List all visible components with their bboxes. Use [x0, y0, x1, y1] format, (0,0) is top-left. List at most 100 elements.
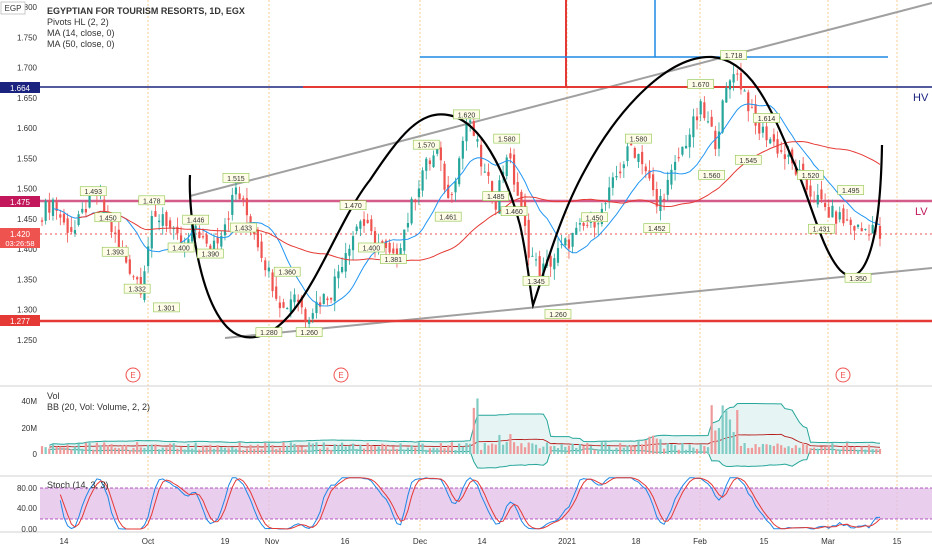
volume-bar: [578, 443, 582, 454]
ma14-line[interactable]: [52, 103, 881, 307]
earnings-marker[interactable]: E: [835, 367, 851, 383]
volume-bar: [619, 443, 622, 454]
volume-bar: [249, 444, 252, 454]
volume-bar: [370, 445, 373, 454]
candle-body: [772, 134, 775, 142]
candle-body: [425, 158, 428, 171]
volume-bar: [212, 448, 216, 454]
volume-bar: [403, 449, 406, 454]
candle-body: [384, 240, 388, 248]
volume-bar: [48, 448, 51, 454]
earnings-marker[interactable]: E: [125, 367, 141, 383]
hv-label: HV: [913, 92, 929, 104]
volume-bar: [505, 441, 508, 454]
candle-body: [509, 153, 512, 159]
volume-bar: [216, 444, 219, 454]
candle-body: [586, 224, 589, 226]
volume-bar: [384, 444, 388, 454]
volume-bar: [234, 448, 238, 454]
candle-body: [842, 208, 845, 224]
price-axis[interactable]: 1.250 1.300 1.350 1.400 1.450 1.500 1.550 1.600…: [17, 3, 38, 345]
volume-tick-label: 0: [33, 450, 38, 459]
candle-body: [538, 256, 541, 280]
volume-bar: [809, 448, 812, 454]
volume-bar: [849, 446, 852, 454]
volume-bar: [523, 447, 527, 454]
lv-price-badge: 1.475: [0, 196, 40, 207]
volume-bar: [717, 428, 721, 454]
candle-body: [59, 214, 62, 218]
candle-body: [728, 80, 732, 90]
volume-bar: [300, 446, 303, 454]
volume-bar: [95, 442, 98, 454]
svg-text:1.450: 1.450: [99, 215, 117, 222]
candle-body: [575, 227, 578, 235]
volume-bar: [641, 444, 644, 454]
time-axis[interactable]: 14 Oct 19 Nov 16 Dec 14 2021 18 Feb 15 Mar 15: [60, 537, 902, 546]
volume-bar: [458, 443, 461, 454]
volume-bar: [736, 409, 739, 454]
candle-body: [747, 92, 750, 112]
svg-text:1.718: 1.718: [725, 53, 743, 60]
volume-bar: [553, 445, 556, 454]
volume-bar: [136, 442, 139, 454]
volume-bar: [461, 446, 464, 454]
candle-body: [209, 245, 212, 249]
candle-body: [483, 171, 486, 173]
price-tick-label: 1.650: [17, 94, 38, 103]
volume-bar: [582, 445, 585, 454]
legend-ma14[interactable]: MA (14, close, 0): [47, 28, 115, 38]
volume-bar: [183, 449, 186, 454]
candle-body: [458, 158, 461, 185]
svg-text:1.277: 1.277: [10, 317, 31, 326]
svg-text:1.301: 1.301: [158, 305, 176, 312]
volume-bar: [395, 448, 399, 454]
volume-bar: [194, 442, 197, 454]
legend-pivots[interactable]: Pivots HL (2, 2): [47, 17, 109, 27]
candle-body: [168, 220, 172, 228]
volume-bar: [703, 446, 706, 454]
volume-bar: [480, 449, 483, 454]
pivot-label: 1.431: [808, 223, 835, 234]
candle-body: [128, 259, 131, 274]
svg-text:1.495: 1.495: [842, 188, 860, 195]
legend-stoch[interactable]: Stoch (14, 3, 3): [47, 480, 109, 490]
candle-body: [637, 153, 640, 162]
volume-bar: [743, 443, 746, 454]
volume-bar: [125, 444, 128, 454]
volume-bar: [878, 448, 882, 454]
candle-body: [322, 293, 325, 305]
pivot-label: 1.350: [844, 272, 872, 283]
earnings-marker[interactable]: E: [333, 367, 349, 383]
legend-bb[interactable]: BB (20, Vol: Volume, 2, 2): [47, 402, 150, 412]
svg-text:1.485: 1.485: [487, 194, 505, 201]
volume-bar: [805, 445, 808, 454]
volume-bar: [84, 442, 88, 454]
legend-vol[interactable]: Vol: [47, 391, 60, 401]
currency-badge[interactable]: EGP: [0, 1, 26, 15]
channel-upper-line[interactable]: [189, 2, 932, 197]
candle-body: [271, 272, 274, 292]
volume-bar: [501, 444, 505, 454]
price-tick-label: 1.250: [17, 336, 38, 345]
pattern-curve[interactable]: [188, 55, 884, 339]
candle-body: [652, 174, 655, 191]
volume-bar: [875, 448, 878, 454]
volume-bar: [454, 450, 457, 454]
stoch-tick-label: 40.00: [17, 504, 38, 513]
volume-bar: [747, 448, 750, 454]
legend-ma50[interactable]: MA (50, close, 0): [47, 39, 115, 49]
volume-bar: [864, 449, 867, 454]
candle-body: [512, 154, 516, 185]
svg-text:1.450: 1.450: [586, 215, 604, 222]
chart-title: EGYPTIAN FOR TOURISM RESORTS, 1D, EGX: [47, 6, 245, 16]
pivot-label: 1.280: [255, 327, 283, 337]
candle-body: [362, 219, 366, 226]
candle-body: [51, 199, 55, 216]
channel-lower-line[interactable]: [224, 267, 932, 339]
candle-body: [721, 100, 724, 133]
svg-text:1.350: 1.350: [849, 276, 867, 283]
candle-body: [417, 188, 421, 198]
price-tick-label: 1.400: [17, 245, 38, 254]
